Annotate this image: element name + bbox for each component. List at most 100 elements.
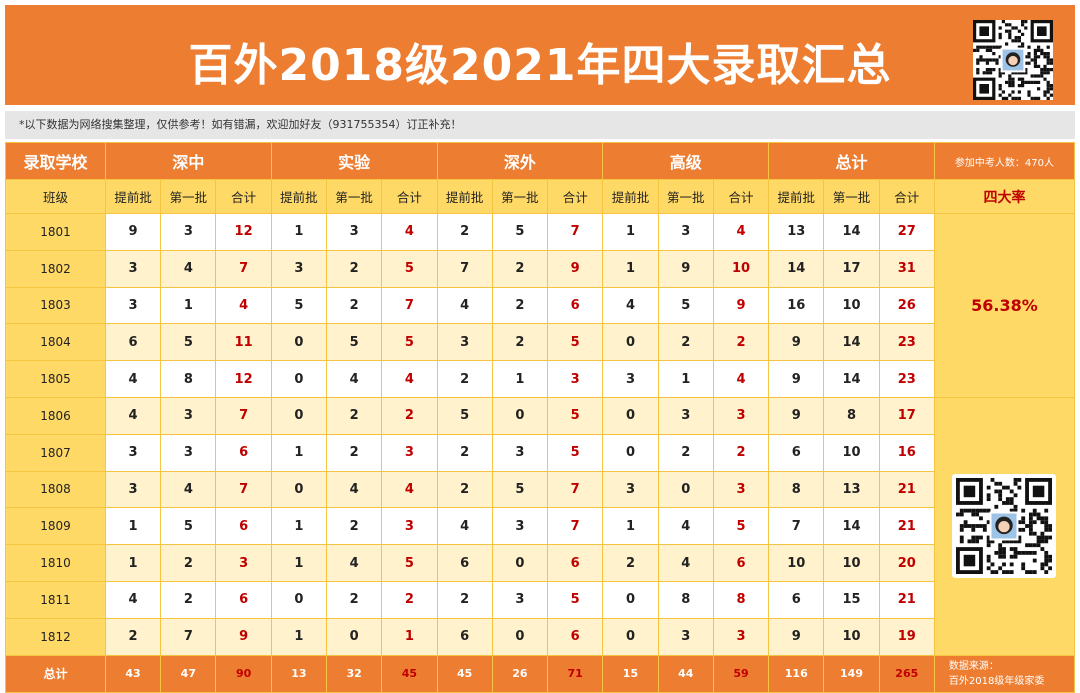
sub-header: 合计 — [878, 179, 935, 214]
value-cell: 4 — [436, 286, 493, 325]
value-cell: 1 — [657, 360, 714, 398]
value-cell: 2 — [657, 323, 714, 362]
value-cell: 3 — [160, 213, 217, 251]
rate-label: 四大率 — [933, 179, 1076, 214]
class-cell: 1810 — [5, 544, 106, 582]
table-row: 1806 4 3 7 0 2 2 5 0 5 0 3 3 9 8 17 — [5, 396, 1076, 656]
total-cell: 6 — [547, 617, 604, 656]
total-cell: 21 — [878, 507, 935, 546]
value-cell: 9 — [768, 617, 825, 656]
total-cell: 5 — [381, 544, 438, 582]
total-cell: 5 — [547, 580, 604, 619]
total-cell: 23 — [878, 323, 935, 362]
class-cell: 1805 — [5, 360, 106, 398]
value-cell: 4 — [160, 470, 217, 509]
admission-table: 录取学校 深中 实验 深外 高级 总计 参加中考人数：470人 班级 提前批 第一批 合计 提前批 第一… — [5, 142, 1076, 693]
footer-total: 45 — [381, 654, 438, 693]
value-cell: 1 — [602, 213, 659, 251]
qr-code-icon — [952, 474, 1057, 579]
value-cell: 4 — [657, 507, 714, 546]
value-cell: 5 — [160, 507, 217, 546]
table-row: 1803 3 1 4 5 2 7 4 2 6 4 5 9 16 10 26 — [5, 286, 1075, 325]
value-cell: 0 — [602, 617, 659, 656]
value-cell: 4 — [436, 507, 493, 546]
value-cell: 0 — [602, 396, 659, 435]
value-cell: 1 — [602, 249, 659, 288]
value-cell: 0 — [270, 360, 328, 398]
total-cell: 4 — [381, 470, 438, 509]
value-cell: 2 — [436, 433, 493, 472]
total-cell: 11 — [215, 323, 272, 362]
value-cell: 6 — [768, 580, 825, 619]
total-cell: 5 — [712, 507, 770, 546]
class-cell: 1811 — [5, 580, 106, 619]
total-cell: 3 — [712, 617, 770, 656]
total-cell: 3 — [381, 433, 438, 472]
total-cell: 3 — [215, 544, 272, 582]
value-cell: 1 — [491, 360, 549, 398]
sub-header: 提前批 — [602, 179, 659, 214]
value-cell: 3 — [160, 396, 217, 435]
sub-header: 提前批 — [436, 179, 493, 214]
total-cell: 12 — [215, 213, 272, 251]
value-cell: 4 — [160, 249, 217, 288]
value-cell: 9 — [104, 213, 162, 251]
total-cell: 7 — [215, 249, 272, 288]
value-cell: 0 — [270, 396, 328, 435]
total-cell: 6 — [215, 507, 272, 546]
value-cell: 15 — [823, 580, 880, 619]
total-cell: 5 — [381, 249, 438, 288]
value-cell: 6 — [436, 617, 493, 656]
table-row: 1809 1 5 6 1 2 3 4 3 7 1 4 5 7 14 21 — [5, 507, 1075, 546]
total-cell: 2 — [381, 580, 438, 619]
total-cell: 7 — [215, 396, 272, 435]
data-source: 数据来源： 百外2018级年级家委 — [933, 654, 1076, 693]
value-cell: 3 — [602, 470, 659, 509]
value-cell: 4 — [325, 470, 383, 509]
value-cell: 3 — [325, 213, 383, 251]
total-cell: 4 — [215, 286, 272, 325]
value-cell: 3 — [104, 470, 162, 509]
total-cell: 21 — [878, 580, 935, 619]
value-cell: 3 — [602, 360, 659, 398]
value-cell: 9 — [768, 396, 825, 435]
summary-sheet: 百外2018级2021年四大录取汇总 *以下数据为网络搜集整理，仅供参考！如有错… — [5, 5, 1076, 693]
school-header: 深外 — [436, 142, 604, 180]
value-cell: 2 — [436, 580, 493, 619]
value-cell: 3 — [657, 617, 714, 656]
total-cell: 3 — [712, 470, 770, 509]
total-cell: 21 — [878, 470, 935, 509]
class-cell: 1804 — [5, 323, 106, 362]
footer-total: 59 — [712, 654, 770, 693]
total-cell: 2 — [381, 396, 438, 435]
value-cell: 0 — [491, 396, 549, 435]
value-cell: 0 — [270, 580, 328, 619]
class-cell: 1812 — [5, 617, 106, 656]
source-line: 百外2018级年级家委 — [948, 675, 1045, 687]
footer-label: 总计 — [5, 654, 106, 693]
value-cell: 10 — [823, 433, 880, 472]
avatar-icon — [1002, 49, 1024, 71]
value-cell: 3 — [491, 507, 549, 546]
total-cell: 8 — [712, 580, 770, 619]
table-row: 1801 9 3 12 1 3 4 2 5 7 1 3 4 13 14 27 56.38% — [5, 213, 1076, 398]
value-cell: 2 — [160, 544, 217, 582]
value-cell: 10 — [768, 544, 825, 582]
value-cell: 3 — [270, 249, 328, 288]
value-cell: 4 — [104, 580, 162, 619]
value-cell: 2 — [325, 249, 383, 288]
total-cell: 27 — [878, 213, 935, 251]
value-cell: 2 — [325, 433, 383, 472]
value-cell: 0 — [602, 580, 659, 619]
total-cell: 4 — [381, 213, 438, 251]
value-cell: 2 — [491, 323, 549, 362]
total-cell: 26 — [878, 286, 935, 325]
footer-total: 71 — [547, 654, 604, 693]
value-cell: 4 — [104, 396, 162, 435]
class-cell: 1807 — [5, 433, 106, 472]
value-cell: 3 — [491, 433, 549, 472]
value-cell: 8 — [823, 396, 880, 435]
table-row: 1808 3 4 7 0 4 4 2 5 7 3 0 3 8 13 21 — [5, 470, 1075, 509]
total-cell: 3 — [712, 396, 770, 435]
value-cell: 0 — [602, 433, 659, 472]
